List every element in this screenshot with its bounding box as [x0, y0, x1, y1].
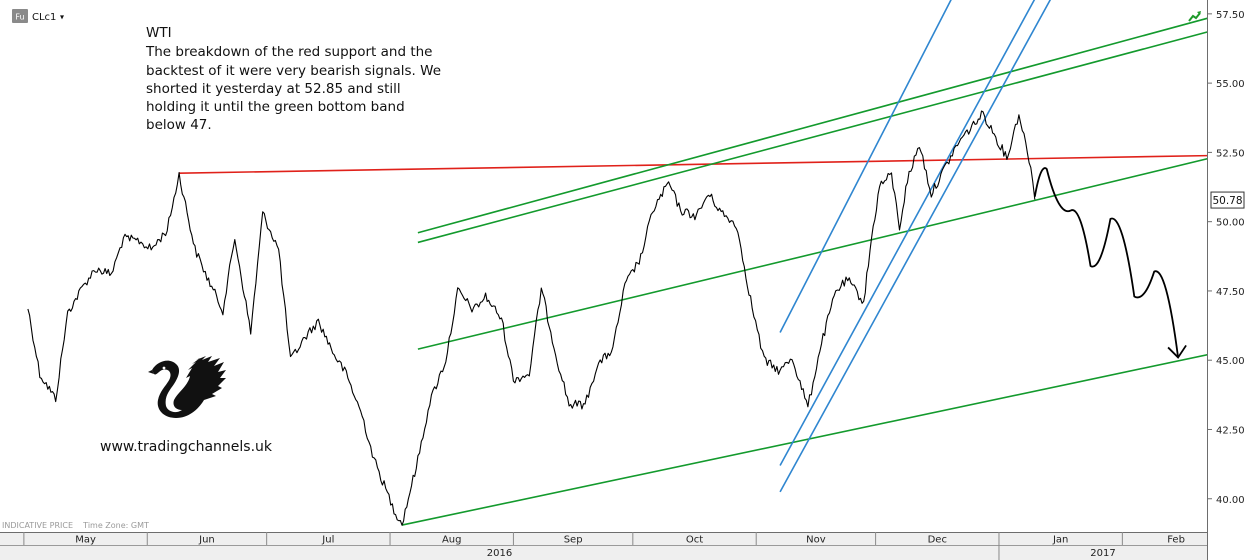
annotation-line-2: The breakdown of the red support and the [145, 44, 432, 60]
annotation-line-4: shorted it yesterday at 52.85 and still [146, 81, 401, 97]
red-support-line [179, 154, 1207, 174]
annotation-text: WTI The breakdown of the red support and… [145, 25, 441, 133]
y-tick-label: 52.50 [1216, 148, 1245, 159]
month-label: Dec [928, 535, 947, 546]
x-axis-ticks: May Jun Jul Aug Sep Oct Nov Dec Jan Feb 2016 2017 [23, 532, 1185, 560]
y-tick-label: 50.00 [1216, 218, 1245, 229]
futures-badge-text: Fu [15, 13, 24, 22]
annotation-line-6: below 47. [146, 117, 212, 133]
month-label: Jan [1052, 535, 1068, 546]
month-label: Jun [198, 535, 215, 546]
blue-channel-line-3 [779, 0, 1052, 493]
annotation-line-1: WTI [146, 25, 172, 41]
trend-arrow-icon[interactable] [1188, 11, 1201, 22]
month-label: Aug [442, 535, 462, 546]
green-upper-line-2 [417, 31, 1207, 244]
blue-channel-line-1 [779, 0, 952, 333]
y-tick-label: 55.00 [1216, 79, 1245, 90]
symbol-dropdown-icon[interactable]: ▾ [60, 13, 64, 22]
y-tick-label: 45.00 [1216, 356, 1245, 367]
annotation-line-3: backtest of it were very bearish signals… [146, 63, 441, 79]
month-label: May [75, 535, 96, 546]
griffin-logo-icon [148, 356, 226, 418]
y-tick-label: 40.00 [1216, 495, 1245, 506]
projection-path [1033, 167, 1179, 358]
symbol-label[interactable]: CLc1 [32, 12, 56, 23]
green-upper-line-1 [417, 17, 1207, 234]
y-tick-label: 47.50 [1216, 287, 1245, 298]
green-bottom-line [401, 353, 1207, 526]
month-label: Feb [1167, 535, 1185, 546]
month-label: Sep [564, 535, 583, 546]
website-watermark: www.tradingchannels.uk [100, 439, 273, 455]
annotation-line-5: holding it until the green bottom band [146, 99, 405, 115]
price-series-line [27, 110, 1036, 526]
green-middle-line [417, 158, 1207, 350]
futures-badge[interactable] [12, 9, 28, 23]
month-label: Jul [321, 535, 334, 546]
y-tick-label: 57.50 [1216, 10, 1245, 21]
last-value-label: 50.78 [1212, 195, 1242, 207]
year-label: 2017 [1090, 548, 1115, 559]
month-label: Oct [686, 535, 703, 546]
indicative-price-info: INDICATIVE PRICE Time Zone: GMT [2, 521, 149, 530]
projection-arrowhead [1167, 344, 1187, 359]
year-label: 2016 [487, 548, 512, 559]
y-axis-ticks: 40.00 42.50 45.00 47.50 50.00 52.50 55.00 57.50 [1207, 10, 1245, 506]
month-label: Nov [806, 535, 826, 546]
trendlines-layer [179, 0, 1207, 526]
last-value-tag: 50.78 [1210, 191, 1245, 209]
blue-channel-line-2 [779, 0, 1036, 466]
y-tick-label: 42.50 [1216, 425, 1245, 436]
